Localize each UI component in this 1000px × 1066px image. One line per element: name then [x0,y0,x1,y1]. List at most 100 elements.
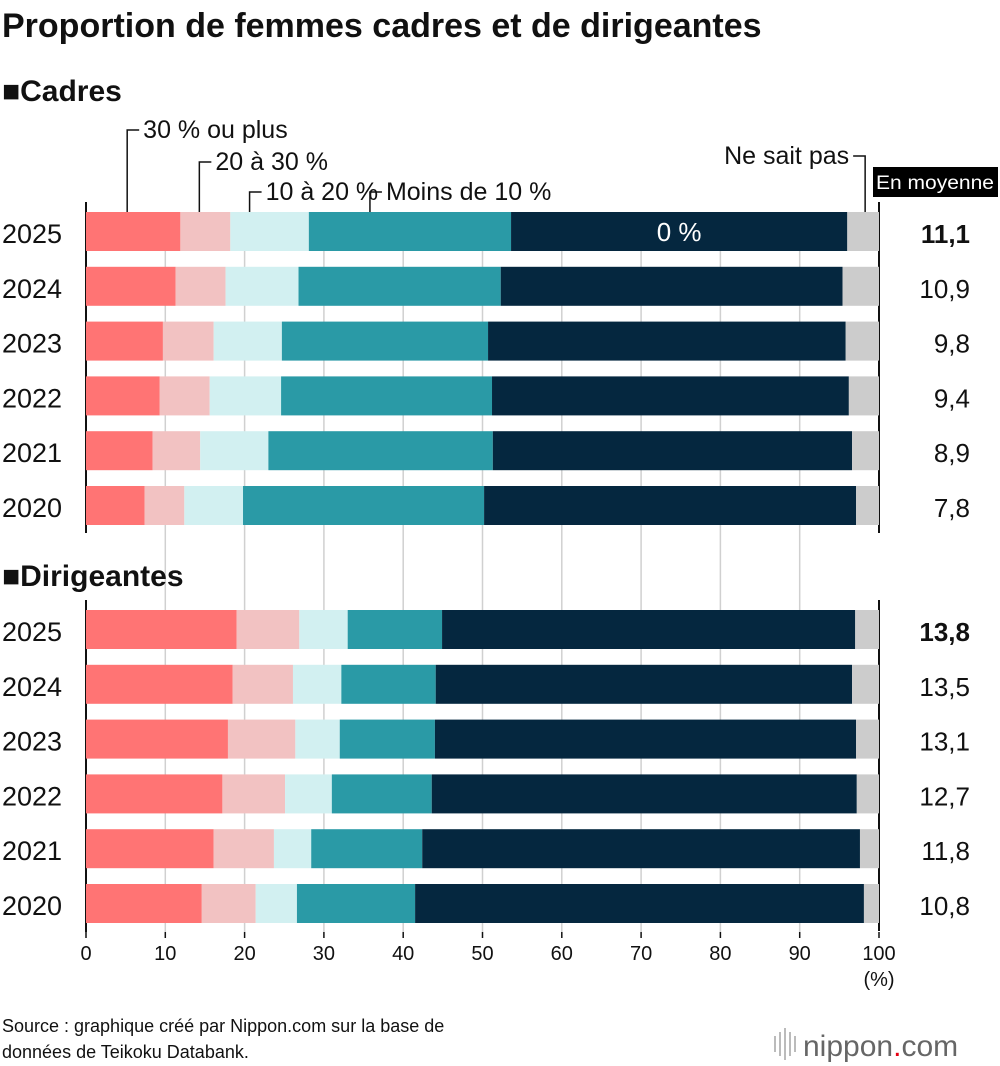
bar-segment [86,431,153,471]
legend-label: 10 à 20 % [266,178,379,206]
bar-segment [222,774,286,814]
average-value: 10,9 [919,274,970,304]
bar-segment [299,610,348,649]
bar-segment [225,266,299,306]
source-line-2: données de Teikoku Databank. [2,1042,249,1062]
bar-segment [863,884,879,923]
bar-segment [296,884,416,923]
year-label: 2024 [2,672,62,702]
bar-segment [162,321,214,361]
nippon-logo: nippon.com [774,1028,958,1063]
x-tick-label: 10 [154,943,176,965]
bar-segment [347,610,443,649]
legend-label: Moins de 10 % [386,178,551,206]
year-label: 2025 [2,617,62,647]
bar-segment [842,266,879,306]
bar-segment [442,610,856,649]
legend-label-inbar: 0 % [657,217,702,247]
bar-segment [852,431,879,471]
year-label: 2021 [2,836,62,866]
year-label: 2021 [2,438,62,468]
bar-segment [856,486,879,525]
year-label: 2023 [2,727,62,757]
x-tick-label: 40 [392,943,414,965]
bar-segment [236,610,300,649]
average-header: En moyenne [876,173,994,194]
bar-segment [209,376,282,416]
bar-segment [201,884,256,923]
bar-segment [341,664,436,704]
average-value: 13,8 [919,617,970,647]
bar-segment [86,321,163,361]
legend-label: Ne sait pas [724,142,849,170]
average-value: 11,1 [921,219,970,249]
bar-segment [230,212,309,251]
legend-leader [126,129,140,212]
bar-segment [331,774,432,814]
bar-segment [339,719,435,759]
bar-segment [431,774,857,814]
legend-leader [198,161,212,212]
bar-segment [856,719,879,759]
bar-segment [845,321,879,361]
bar-segment [86,212,181,251]
chart-title: Proportion de femmes cadres et de dirige… [2,7,762,45]
legend-leader [248,191,262,212]
bar-segment [184,486,244,525]
bar-segment [311,829,423,869]
x-tick-label: 50 [471,943,493,965]
bar-segment [86,719,228,759]
bar-segment [175,266,226,306]
year-label: 2024 [2,274,62,304]
bar-segment [281,321,489,361]
average-value: 11,8 [921,836,970,866]
bar-segment [152,431,201,471]
bar-segment [200,431,269,471]
bar-segment [213,321,282,361]
average-value: 9,4 [934,383,970,413]
x-tick-label: 90 [789,943,811,965]
average-value: 8,9 [934,438,970,468]
bar-segment [86,829,214,869]
average-value: 13,5 [919,672,970,702]
x-tick-label: 70 [630,943,652,965]
average-value: 13,1 [919,727,970,757]
year-label: 2022 [2,383,62,413]
bar-segment [434,719,857,759]
bar-segment [492,376,849,416]
x-tick-label: 80 [709,943,731,965]
bar-segment [268,431,493,471]
year-label: 2022 [2,781,62,811]
panel-title: ■Cadres [2,75,122,108]
bar-segment [435,664,853,704]
bar-segment [86,774,223,814]
bar-segment [86,884,202,923]
average-value: 10,8 [919,891,970,921]
year-label: 2020 [2,891,62,921]
x-unit-label: (%) [863,969,894,991]
legend-leader [853,155,866,212]
svg-text:nippon.com: nippon.com [803,1030,958,1063]
bar-segment [295,719,340,759]
legend-label: 20 à 30 % [215,148,328,176]
bar-segment [415,884,864,923]
bar-segment [308,212,512,251]
bar-segment [227,719,296,759]
x-tick-label: 30 [313,943,335,965]
bar-segment [159,376,210,416]
bar-segment [492,431,853,471]
average-value: 12,7 [919,781,970,811]
legend-leader [369,191,382,212]
x-tick-label: 100 [862,943,895,965]
bar-segment [86,610,237,649]
bar-segment [232,664,293,704]
legend-label: 30 % ou plus [143,116,288,144]
bar-segment [422,829,860,869]
average-value: 9,8 [934,329,970,359]
bar-segment [243,486,485,525]
average-value: 7,8 [934,493,970,523]
bar-segment [852,664,879,704]
bar-segment [848,376,879,416]
panel-title: ■Dirigeantes [2,560,184,593]
bar-segment [855,610,879,649]
